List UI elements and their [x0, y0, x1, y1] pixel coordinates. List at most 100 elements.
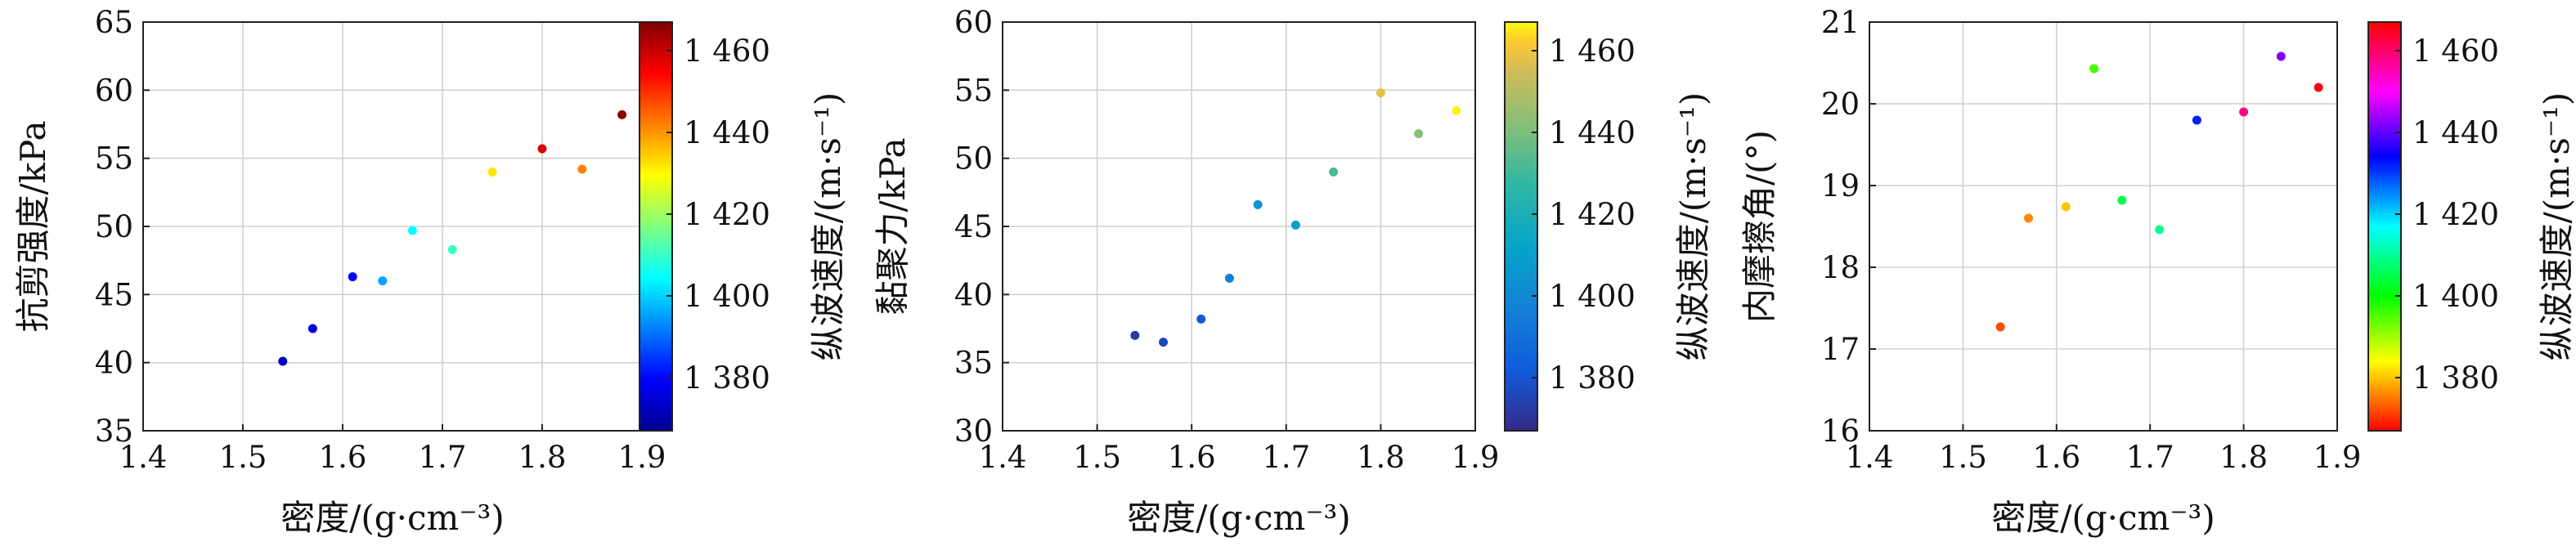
data-point — [487, 167, 497, 177]
x-tick-label: 1.7 — [419, 440, 467, 475]
x-tick-label: 1.9 — [618, 440, 666, 475]
plot-area — [1869, 22, 2337, 431]
chart-panel-3: 1.4 1.5 1.6 1.7 1.8 1.9 16 17 18 19 20 21 密度/(g·cm⁻³… — [1739, 5, 2576, 538]
colorbar-tick-label: 1 420 — [2412, 197, 2499, 232]
colorbar-tick-label: 1 400 — [2412, 279, 2499, 314]
x-tick-label: 1.7 — [1262, 440, 1310, 475]
x-axis-label: 密度/(g·cm⁻³) — [1127, 498, 1351, 538]
chart-panel-1: 1.4 1.5 1.6 1.7 1.8 1.9 35 40 45 50 55 60 65 密度/(g·cm… — [13, 5, 848, 538]
x-tick-label: 1.4 — [979, 440, 1027, 475]
x-tick-label: 1.5 — [1073, 440, 1121, 475]
data-point — [378, 276, 388, 286]
y-tick-label: 65 — [95, 5, 133, 40]
data-point — [348, 272, 357, 282]
colorbar-tick-label: 1 420 — [684, 197, 770, 232]
y-tick-label: 20 — [1821, 87, 1860, 122]
y-tick-label: 45 — [954, 209, 993, 244]
y-tick-label: 35 — [95, 414, 133, 449]
colorbar — [639, 21, 673, 432]
colorbar-tick-label: 1 400 — [1549, 279, 1636, 314]
y-tick-label: 35 — [954, 346, 993, 381]
data-point — [2239, 107, 2249, 117]
colorbar — [1504, 21, 1538, 432]
y-axis-label: 黏聚力/kPa — [873, 137, 913, 315]
data-point — [2089, 64, 2099, 74]
colorbar-tick-label: 1 380 — [2412, 360, 2499, 396]
colorbar-tick-label: 1 400 — [684, 279, 770, 314]
colorbar-tick-label: 1 420 — [1549, 197, 1636, 232]
data-point — [2023, 213, 2033, 223]
data-point — [1130, 330, 1140, 340]
x-axis-label: 密度/(g·cm⁻³) — [1991, 498, 2215, 538]
x-tick-label: 1.8 — [1357, 440, 1405, 475]
data-point — [617, 110, 627, 119]
data-point — [1196, 314, 1206, 324]
y-tick-label: 21 — [1821, 5, 1860, 40]
x-tick-label: 1.5 — [219, 440, 267, 475]
colorbar-tick-label: 1 380 — [684, 360, 770, 396]
colorbar-tick-label: 1 380 — [1549, 360, 1636, 396]
data-point — [278, 356, 288, 366]
data-point — [2155, 225, 2165, 235]
data-point — [1253, 199, 1263, 209]
x-tick-label: 1.7 — [2126, 440, 2174, 475]
data-point — [1452, 105, 1461, 115]
data-point — [2276, 51, 2286, 61]
y-tick-label: 60 — [954, 5, 993, 40]
colorbar — [2367, 21, 2402, 432]
data-point — [2313, 83, 2323, 92]
x-tick-label: 1.4 — [119, 440, 168, 475]
y-tick-label: 17 — [1821, 332, 1860, 367]
colorbar-tick-label: 1 460 — [684, 34, 770, 69]
x-axis-label: 密度/(g·cm⁻³) — [280, 498, 505, 538]
x-tick-label: 1.9 — [1452, 440, 1500, 475]
y-tick-label: 16 — [1821, 414, 1860, 449]
y-tick-label: 45 — [95, 277, 133, 312]
y-tick-label: 19 — [1821, 168, 1860, 204]
x-tick-label: 1.4 — [1846, 440, 1894, 475]
data-point — [537, 144, 547, 154]
data-point — [2117, 195, 2127, 205]
x-tick-label: 1.6 — [2032, 440, 2080, 475]
y-axis-label: 内摩擦角/(°) — [1739, 130, 1779, 323]
data-point — [1329, 167, 1339, 177]
data-point — [1159, 338, 1169, 347]
y-tick-label: 50 — [954, 141, 993, 177]
data-point — [407, 226, 417, 235]
data-point — [307, 324, 317, 333]
y-tick-label: 40 — [95, 346, 133, 381]
x-tick-label: 1.6 — [319, 440, 367, 475]
x-tick-label: 1.8 — [2219, 440, 2268, 475]
data-point — [1995, 322, 2005, 332]
y-tick-label: 50 — [95, 209, 133, 244]
y-tick-label: 40 — [954, 277, 993, 312]
data-point — [1224, 273, 1234, 283]
colorbar-label: 纵波速度/(m·s⁻¹) — [2537, 92, 2576, 361]
colorbar-label: 纵波速度/(m·s⁻¹) — [1673, 92, 1713, 361]
y-tick-label: 55 — [954, 73, 993, 108]
colorbar-tick-label: 1 460 — [2412, 34, 2499, 69]
y-tick-label: 18 — [1821, 250, 1860, 285]
y-tick-label: 60 — [95, 73, 133, 108]
data-point — [1414, 129, 1424, 139]
chart-panel-2: 1.4 1.5 1.6 1.7 1.8 1.9 30 35 40 45 50 55 60 密度/(g·cm… — [873, 5, 1713, 538]
plot-frame — [1869, 21, 2338, 432]
data-point — [2192, 115, 2201, 125]
x-tick-label: 1.9 — [2313, 440, 2362, 475]
colorbar-tick-label: 1 440 — [2412, 115, 2499, 150]
colorbar-tick-label: 1 460 — [1549, 34, 1636, 69]
colorbar-tick-label: 1 440 — [684, 115, 770, 150]
x-tick-label: 1.6 — [1168, 440, 1216, 475]
data-point — [1290, 220, 1300, 230]
y-axis-label: 抗剪强度/kPa — [13, 120, 53, 332]
data-point — [2061, 202, 2071, 212]
data-point — [577, 164, 587, 174]
colorbar-tick-label: 1 440 — [1549, 115, 1636, 150]
y-tick-label: 55 — [95, 141, 133, 177]
colorbar-label: 纵波速度/(m·s⁻¹) — [808, 92, 848, 361]
x-tick-label: 1.5 — [1939, 440, 1987, 475]
data-point — [447, 244, 457, 254]
y-tick-label: 30 — [954, 414, 993, 449]
x-tick-label: 1.8 — [518, 440, 567, 475]
